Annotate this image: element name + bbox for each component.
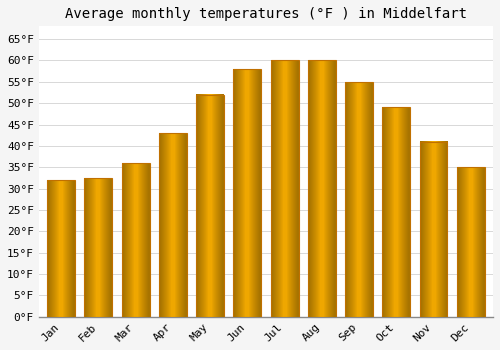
- Bar: [122, 163, 150, 317]
- Bar: [457, 167, 484, 317]
- Bar: [196, 94, 224, 317]
- Title: Average monthly temperatures (°F ) in Middelfart: Average monthly temperatures (°F ) in Mi…: [65, 7, 467, 21]
- Bar: [382, 107, 410, 317]
- Bar: [420, 142, 448, 317]
- Bar: [159, 133, 187, 317]
- Bar: [84, 178, 112, 317]
- Bar: [308, 61, 336, 317]
- Bar: [47, 180, 75, 317]
- Bar: [270, 61, 298, 317]
- Bar: [234, 69, 262, 317]
- Bar: [345, 82, 373, 317]
